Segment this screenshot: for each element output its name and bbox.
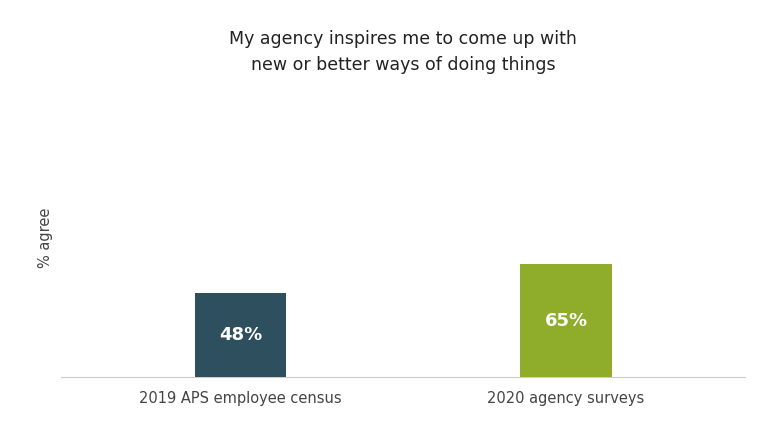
Bar [521,264,611,377]
Title: My agency inspires me to come up with
new or better ways of doing things: My agency inspires me to come up with ne… [230,29,577,74]
Text: 65%: 65% [545,312,588,329]
Text: 48%: 48% [219,326,262,345]
Bar [195,293,286,377]
Y-axis label: % agree: % agree [38,207,53,268]
